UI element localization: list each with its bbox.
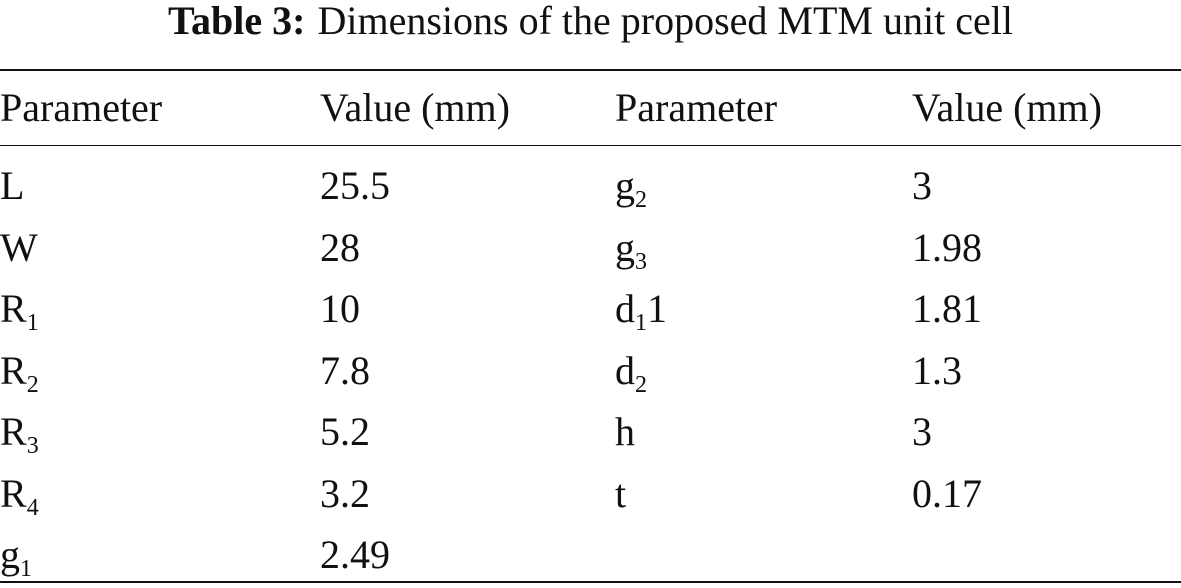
- param-base: R: [0, 470, 27, 516]
- param-base: g: [0, 532, 20, 577]
- value-cell: 28: [320, 224, 360, 270]
- value-cell: 25.5: [320, 163, 390, 208]
- parameter-cell: d2: [615, 347, 647, 399]
- parameter-cell: R1: [0, 287, 39, 337]
- value-cell: 2.49: [320, 532, 390, 577]
- param-sub: 3: [635, 248, 647, 275]
- caption: Table 3: Dimensions of the proposed MTM u…: [0, 0, 1181, 42]
- param-sub: 2: [635, 371, 647, 398]
- param-after: 1: [647, 286, 667, 331]
- header-cell: Value (mm): [320, 85, 510, 130]
- bottom-rule: [0, 581, 1181, 583]
- parameter-cell: W: [0, 224, 38, 270]
- parameter-cell: h: [615, 409, 635, 454]
- parameter-cell: R2: [0, 347, 39, 399]
- param-sub: 4: [26, 494, 39, 521]
- value-cell: 7.8: [320, 347, 370, 393]
- param-base: R: [0, 347, 27, 393]
- top-rule: [0, 69, 1181, 71]
- caption-text: Dimensions of the proposed MTM unit cell: [317, 0, 1013, 43]
- param-base: d: [615, 286, 635, 331]
- header-cell: Parameter: [0, 85, 163, 130]
- header-cell: Value (mm): [912, 85, 1102, 130]
- param-base: g: [615, 224, 635, 270]
- parameter-cell: g2: [615, 164, 647, 214]
- value-cell: 5.2: [320, 409, 370, 454]
- value-cell: 1.81: [912, 286, 982, 331]
- param-sub: 1: [26, 310, 39, 336]
- param-base: R: [0, 409, 27, 454]
- param-sub: 2: [26, 371, 39, 398]
- value-cell: 3: [912, 163, 932, 208]
- param-base: g: [615, 163, 635, 208]
- param-base: R: [0, 286, 27, 331]
- param-sub: 3: [26, 433, 39, 459]
- parameter-cell: t: [615, 470, 627, 516]
- value-cell: 3.2: [320, 470, 370, 516]
- value-cell: 0.17: [912, 470, 982, 516]
- param-sub: 1: [635, 310, 647, 336]
- parameter-cell: L: [0, 163, 25, 208]
- value-cell: 10: [320, 286, 360, 331]
- parameter-cell: R3: [0, 410, 39, 460]
- header-rule: [0, 145, 1181, 146]
- parameter-cell: d11: [615, 287, 667, 337]
- value-cell: 1.3: [912, 347, 962, 393]
- value-cell: 1.98: [912, 224, 982, 270]
- caption-label: Table 3:: [168, 0, 306, 43]
- parameter-cell: R4: [0, 470, 39, 522]
- parameter-cell: g3: [615, 224, 647, 276]
- value-cell: 3: [912, 409, 932, 454]
- header-cell: Parameter: [615, 85, 778, 130]
- param-sub: 2: [635, 187, 647, 213]
- param-base: d: [615, 347, 635, 393]
- param-sub: 1: [20, 556, 32, 582]
- parameter-cell: g1: [0, 533, 32, 583]
